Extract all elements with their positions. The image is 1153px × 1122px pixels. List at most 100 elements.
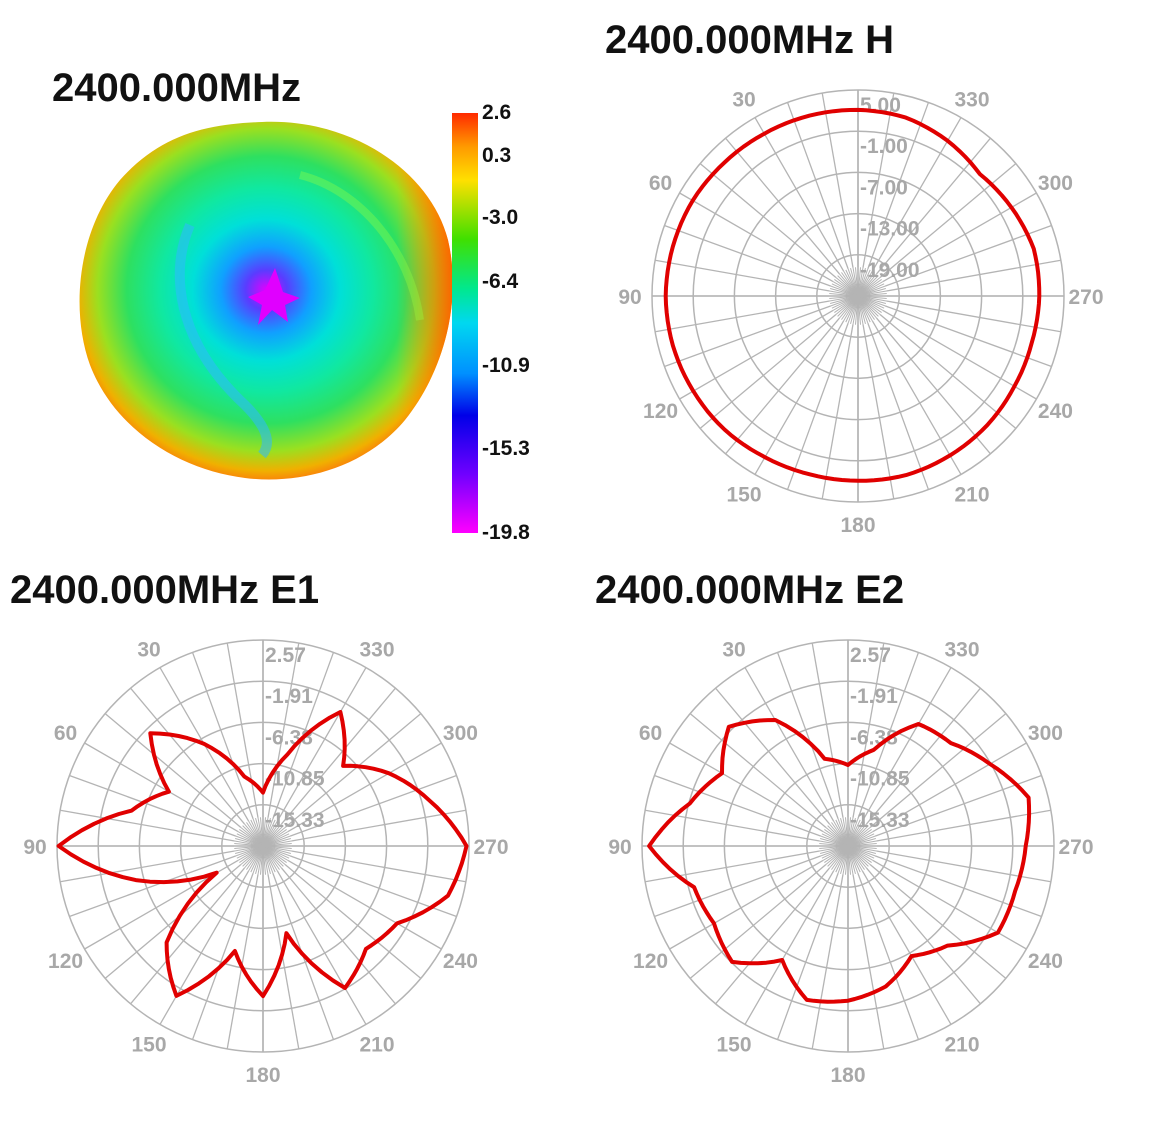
h-grid-spoke [876, 317, 991, 455]
e2-grid-spoke [852, 643, 885, 818]
e2-grid-spoke [654, 855, 822, 918]
e2-title: 2400.000MHz E2 [595, 568, 905, 612]
h-grid-spoke [725, 317, 840, 455]
colorbar-tick-label: -10.9 [482, 354, 530, 378]
e2-angle-label: 120 [633, 950, 668, 973]
h-grid-spoke [821, 324, 854, 499]
h-grid-spoke [867, 102, 930, 270]
e1-angle-label: 150 [131, 1033, 166, 1056]
e1-angle-label: 330 [359, 639, 394, 662]
e1-grid-spoke [267, 874, 300, 1049]
e1-grid-spoke [69, 774, 237, 837]
e2-grid-spoke [715, 867, 830, 1005]
colorbar-tick-label: -3.0 [482, 206, 519, 229]
h-ring-label: -19.00 [860, 259, 920, 282]
e1-grid-spoke [104, 864, 242, 979]
e2-ring-label: -15.33 [850, 809, 910, 832]
h-grid-spoke [884, 305, 1052, 368]
e2-angle-label: 90 [608, 836, 631, 859]
h-angle-label: 60 [649, 172, 672, 195]
h-ring-label: -1.00 [860, 135, 908, 158]
h-grid-spoke [679, 192, 834, 283]
e1-grid-spoke [281, 867, 396, 1005]
h-angle-label: 180 [840, 514, 875, 537]
e1-grid-spoke [104, 713, 242, 828]
e1-grid-spoke [191, 872, 254, 1040]
e1-ring-label: -1.91 [265, 685, 313, 708]
e2-grid-spoke [669, 859, 824, 950]
h-grid-spoke [655, 259, 830, 292]
h-grid-spoke [786, 102, 849, 270]
h-grid-spoke [871, 320, 962, 475]
h-trace [663, 107, 1042, 483]
h-grid-spoke [884, 224, 1052, 287]
h-grid-spoke [871, 117, 962, 272]
e2-angle-label: 30 [722, 639, 745, 662]
e1-grid-spoke [60, 850, 235, 883]
e2-grid-spoke [861, 667, 952, 822]
h-grid-spoke [879, 314, 1017, 429]
h-title: 2400.000MHz H [605, 18, 895, 62]
e1-ring-label: -6.38 [265, 726, 313, 749]
e1-grid-spoke [287, 742, 442, 833]
h-angle-label: 300 [1038, 172, 1073, 195]
h-angle-label: 90 [618, 286, 641, 309]
e2-grid-spoke [852, 874, 885, 1049]
h-grid-spoke [867, 322, 930, 490]
colorbar-tick-label: 2.6 [482, 101, 512, 124]
e2-grid-spoke [776, 872, 839, 1040]
e2-grid-spoke [811, 643, 844, 818]
e2-ring-label: -6.38 [850, 726, 898, 749]
h-angle-label: 330 [954, 89, 989, 112]
h-grid-spoke [879, 163, 1017, 278]
h-grid-spoke [862, 93, 895, 268]
e1-angle-label: 270 [473, 836, 508, 859]
e1-grid-spoke [226, 643, 259, 818]
e1-grid-spoke [291, 850, 466, 883]
e1-grid-spoke [130, 687, 245, 825]
e1-angle-label: 60 [54, 722, 77, 745]
e2-ring-label: -1.91 [850, 685, 898, 708]
e1-grid-spoke [84, 742, 239, 833]
h-grid-spoke [754, 117, 845, 272]
e1-trace [56, 710, 469, 999]
e2-grid-spoke [874, 855, 1042, 918]
e2-grid-spoke [872, 859, 1027, 950]
e2-grid-spoke [744, 870, 835, 1025]
e2-angle-label: 180 [830, 1064, 865, 1087]
h-grid-spoke [699, 314, 837, 429]
h-angle-label: 240 [1038, 400, 1073, 423]
e1-grid-spoke [284, 713, 422, 828]
e1-grid-spoke [159, 870, 250, 1025]
e1-angle-label: 240 [443, 950, 478, 973]
e2-grid-spoke [715, 687, 830, 825]
colorbar-tick-label: -15.3 [482, 436, 530, 460]
e2-grid-spoke [689, 864, 827, 979]
h-grid-spoke [679, 309, 834, 400]
e1-grid-spoke [291, 809, 466, 842]
e2-ring-label: -10.85 [850, 768, 910, 791]
e1-grid-spoke [191, 652, 254, 820]
colorbar-tick-label: -6.4 [482, 269, 519, 293]
e1-angle-label: 300 [443, 722, 478, 745]
e2-grid-spoke [866, 867, 981, 1005]
e1-grid-spoke [226, 874, 259, 1049]
e1-grid-spoke [289, 774, 457, 837]
surface-blob [79, 121, 453, 480]
e1-grid-spoke [69, 855, 237, 918]
h-grid-spoke [886, 259, 1061, 292]
e1-angle-label: 90 [23, 836, 46, 859]
h-grid-spoke [786, 322, 849, 490]
e2-grid-spoke [857, 652, 920, 820]
h-grid-spoke [821, 93, 854, 268]
h-ring-label: -13.00 [860, 218, 920, 241]
e2-angle-label: 240 [1028, 950, 1063, 973]
e2-angle-label: 60 [639, 722, 662, 745]
e2-grid-spoke [869, 713, 1007, 828]
e2-angle-label: 330 [944, 639, 979, 662]
e1-ring-label: 2.57 [265, 644, 306, 667]
e1-angle-label: 120 [48, 950, 83, 973]
